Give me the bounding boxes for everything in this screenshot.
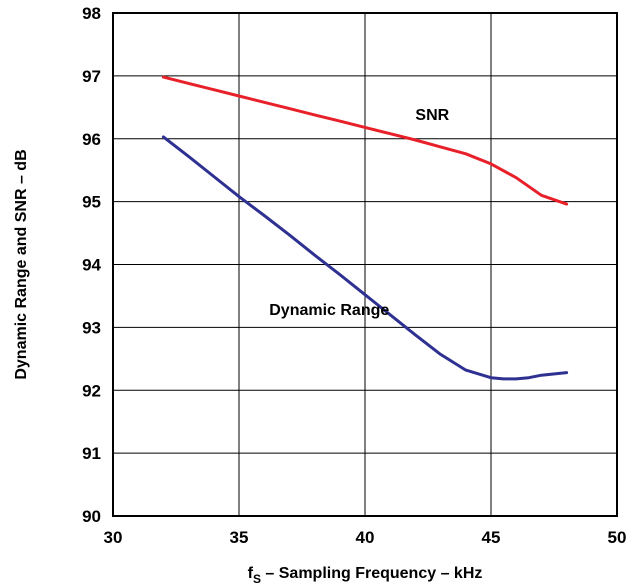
series-label-snr: SNR (415, 107, 449, 124)
y-tick-label: 92 (82, 381, 101, 400)
y-axis-title: Dynamic Range and SNR – dB (13, 149, 30, 379)
series-line-snr (161, 75, 569, 206)
x-tick-label: 40 (356, 528, 375, 547)
x-tick-label: 45 (482, 528, 501, 547)
series-lines (161, 75, 569, 381)
y-tick-label: 96 (82, 130, 101, 149)
x-axis-title-rest: – Sampling Frequency – kHz (261, 565, 482, 582)
y-tick-label: 93 (82, 318, 101, 337)
y-tick-label: 91 (82, 444, 101, 463)
plot-frame (112, 12, 618, 517)
x-tick-label: 50 (608, 528, 627, 547)
x-axis-title: fS – Sampling Frequency – kHz (248, 565, 483, 586)
series-label-dynamic-range: Dynamic Range (269, 302, 389, 319)
x-tick-label: 30 (104, 528, 123, 547)
y-tick-label: 98 (82, 4, 101, 23)
x-axis-title-subscript: S (253, 572, 261, 586)
y-tick-label: 97 (82, 67, 101, 86)
x-tick-labels: 30 35 40 45 50 (104, 528, 627, 547)
x-axis-title-main: f (248, 565, 254, 582)
y-tick-label: 94 (82, 256, 101, 275)
y-tick-label: 95 (82, 193, 101, 212)
x-tick-label: 35 (230, 528, 249, 547)
series-line-dynamic-range (161, 135, 569, 381)
grid (113, 13, 617, 516)
y-tick-labels: 90 91 92 93 94 95 96 97 98 (82, 4, 101, 526)
y-tick-label: 90 (82, 507, 101, 526)
